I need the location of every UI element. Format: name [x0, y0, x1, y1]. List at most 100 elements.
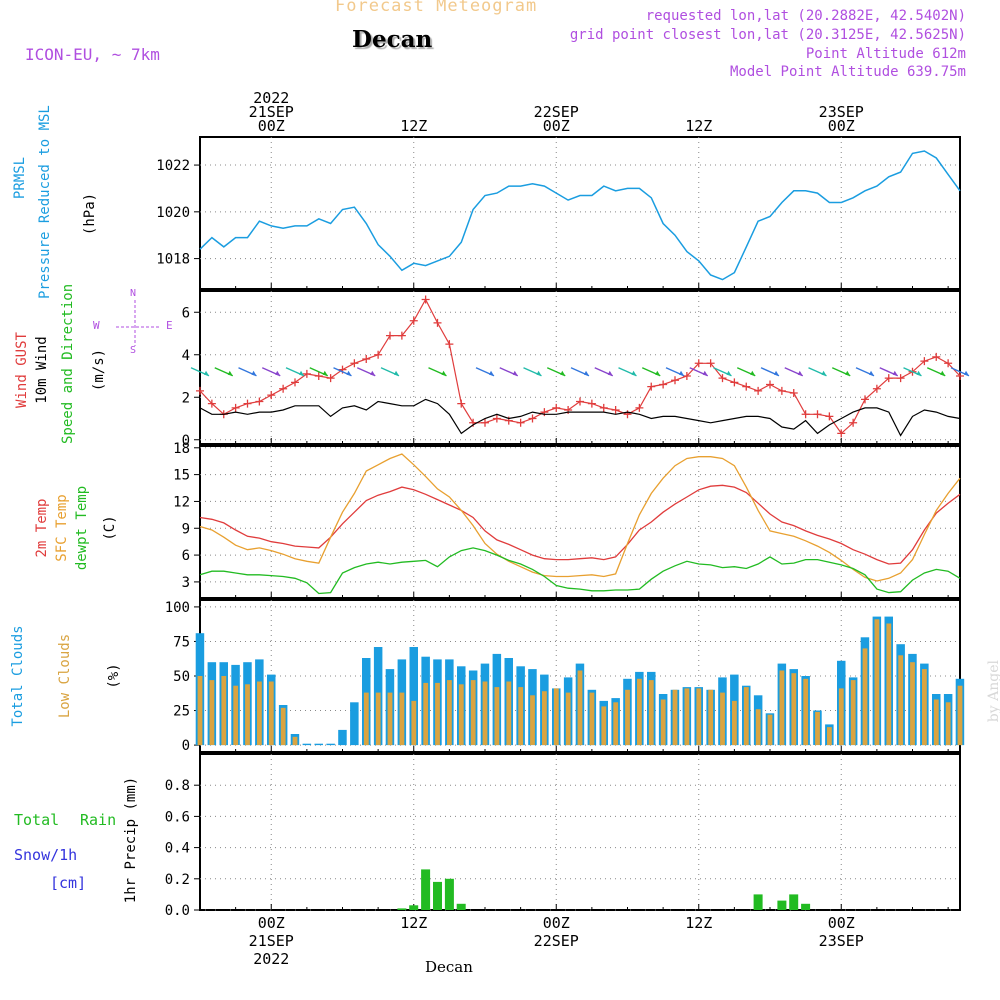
bottom-time-label: 21SEP	[249, 932, 294, 950]
low-cloud-bar	[221, 676, 227, 746]
low-cloud-bar	[565, 692, 571, 746]
low-cloud-bar	[945, 702, 951, 746]
y-tick-label: 0.0	[165, 903, 190, 919]
wind-direction-arrowhead	[322, 370, 328, 376]
wind-direction-arrowhead	[797, 370, 803, 376]
y-tick-label: 100	[165, 600, 190, 616]
wind-direction-arrowhead	[631, 370, 637, 376]
gust-marker	[742, 382, 751, 391]
low-cloud-bar	[791, 673, 797, 746]
low-cloud-bar	[363, 692, 369, 746]
low-cloud-bar	[755, 709, 761, 746]
low-cloud-bar	[720, 692, 725, 746]
low-cloud-bar	[637, 678, 642, 746]
wind-direction-arrowhead	[346, 370, 352, 376]
gust-marker	[884, 374, 893, 383]
bottom-time-label: 12Z	[400, 914, 427, 932]
gust-marker	[207, 399, 216, 408]
gust-marker	[718, 374, 727, 383]
top-time-label: 00Z	[258, 117, 285, 135]
gust-marker	[576, 397, 584, 406]
gust-marker	[552, 403, 561, 412]
wind-rose-s: S	[130, 345, 137, 356]
low-cloud-bar	[447, 680, 452, 745]
low-cloud-bar	[233, 685, 239, 746]
y-tick-label: 9	[182, 521, 190, 537]
footer-place: Decan	[425, 958, 473, 976]
y-tick-label: 75	[173, 634, 190, 650]
gust-marker	[896, 374, 905, 383]
gust-marker	[754, 386, 763, 395]
wind-direction-arrowhead	[251, 370, 257, 376]
gust-marker	[326, 374, 335, 383]
gust-marker	[362, 355, 371, 363]
gust-marker	[944, 359, 953, 368]
y-tick-label: 0	[182, 433, 190, 449]
gust-marker	[386, 331, 394, 340]
low-cloud-bar	[577, 670, 583, 746]
low-cloud-bar	[886, 623, 892, 746]
gust-marker	[861, 395, 869, 404]
wind-rose-w: W	[93, 319, 100, 332]
wind-line	[199, 398, 961, 437]
y-tick-label: 0.8	[165, 778, 190, 794]
gust-marker	[231, 403, 240, 412]
panel-frame	[199, 445, 961, 599]
wind-direction-arrowhead	[536, 370, 542, 376]
y-tick-label: 12	[173, 494, 190, 510]
wind-direction-arrowhead	[584, 370, 589, 376]
gust-marker	[599, 403, 608, 412]
low-cloud-bar	[743, 687, 749, 746]
bottom-time-label: 00Z	[543, 914, 570, 932]
rain-bar	[409, 905, 419, 910]
wind-direction-arrowhead	[892, 370, 898, 376]
low-cloud-bar	[625, 689, 630, 746]
wind-direction-arrowhead	[726, 370, 732, 376]
low-cloud-bar	[648, 680, 654, 745]
top-time-label: 21SEP	[249, 103, 294, 121]
y-tick-label: 2	[182, 390, 190, 406]
y-tick-label: 18	[173, 441, 190, 457]
precip-snow-label: Snow/1h	[14, 846, 78, 864]
gust-marker	[445, 340, 454, 349]
model-label: ICON-EU, ~ 7km	[25, 45, 160, 64]
gust-marker	[196, 386, 204, 395]
top-time-label: 23SEP	[819, 103, 864, 121]
low-cloud-bar	[399, 692, 405, 746]
low-cloud-bar	[910, 662, 915, 746]
bottom-time-label: 00Z	[258, 914, 285, 932]
gust-marker	[659, 380, 668, 389]
low-cloud-bar	[542, 691, 547, 746]
gust-marker	[243, 399, 252, 408]
low-cloud-bar	[209, 680, 215, 745]
product-title: Forecast Meteogram	[335, 0, 538, 16]
wind-direction-arrowhead	[845, 370, 851, 376]
low-cloud-bar	[922, 669, 927, 746]
panel-frame	[199, 136, 961, 290]
low-cloud-bar	[257, 681, 262, 746]
wind-direction-arrowhead	[299, 370, 304, 376]
low-cloud-bar	[862, 648, 868, 746]
gridpoint-coords: grid point closest lon,lat (20.3125E, 42…	[569, 27, 966, 43]
precip-total-label: Total	[14, 811, 60, 829]
gust-marker	[920, 357, 929, 366]
wind-direction-arrowhead	[204, 370, 209, 376]
y-tick-label: 1018	[156, 252, 190, 268]
low-cloud-bar	[518, 687, 524, 746]
top-time-label: 00Z	[543, 117, 570, 135]
y-tick-label: 0	[182, 738, 190, 754]
gust-marker	[813, 410, 822, 419]
rain-bar	[397, 908, 407, 910]
low-cloud-bar	[435, 682, 440, 746]
gust-marker	[409, 316, 418, 325]
low-cloud-bar	[470, 680, 476, 745]
wind-direction-arrowhead	[370, 370, 376, 376]
y-tick-label: 1020	[156, 205, 190, 221]
panel-frame	[199, 753, 961, 911]
wind-direction-arrowhead	[702, 370, 708, 376]
total-cloud-bar	[338, 729, 347, 746]
gust-marker	[932, 352, 941, 361]
gust-marker	[730, 378, 739, 387]
total-cloud-bar	[302, 743, 312, 746]
low-cloud-bar	[482, 681, 488, 746]
